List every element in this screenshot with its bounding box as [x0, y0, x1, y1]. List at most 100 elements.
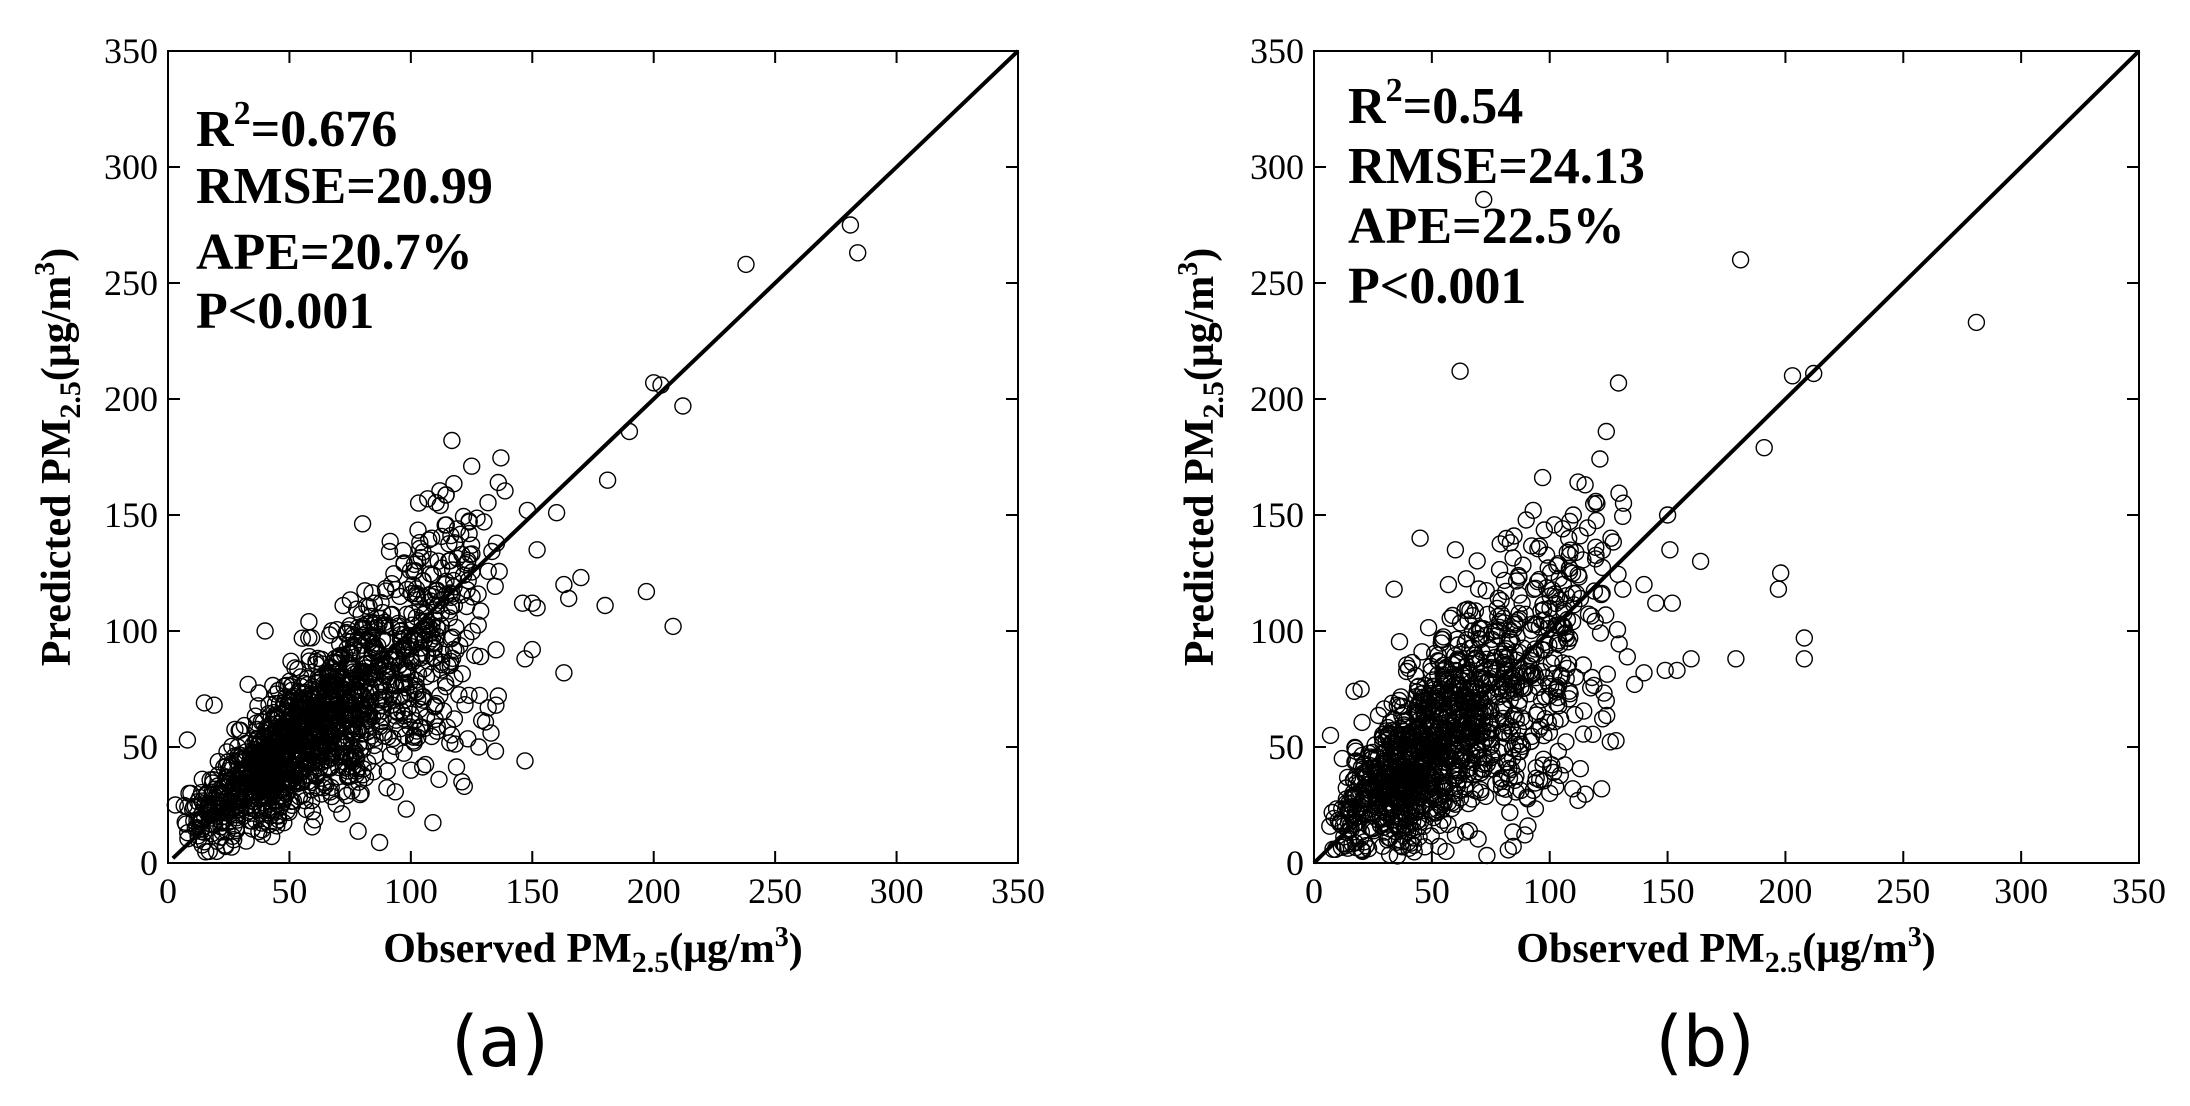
data-point	[1537, 546, 1556, 564]
data-point	[293, 705, 311, 723]
data-point	[1582, 607, 1601, 625]
data-point	[383, 619, 401, 637]
data-point	[1503, 739, 1522, 758]
data-point	[1506, 615, 1524, 634]
data-point	[547, 504, 566, 522]
data-point	[1489, 607, 1507, 626]
data-point	[427, 494, 445, 512]
y-tick-label: 200	[104, 379, 158, 419]
data-point	[1400, 788, 1419, 807]
data-point	[1447, 654, 1466, 672]
data-point	[1574, 725, 1593, 743]
data-point	[1461, 639, 1479, 657]
data-point	[344, 663, 362, 681]
data-point	[1472, 783, 1490, 802]
data-point	[1536, 710, 1554, 728]
data-point	[1564, 506, 1583, 524]
data-point	[1469, 580, 1488, 598]
data-point	[293, 629, 311, 647]
data-point	[1647, 594, 1665, 612]
data-point	[1500, 759, 1518, 778]
data-point	[1530, 618, 1549, 636]
data-point	[1492, 772, 1510, 790]
data-point	[513, 594, 532, 612]
data-point	[1510, 586, 1528, 604]
data-point	[1560, 563, 1579, 581]
data-point	[1549, 676, 1568, 695]
plot-frame	[167, 50, 1019, 864]
data-point	[201, 801, 219, 819]
y-tick-label: 150	[1250, 495, 1304, 535]
data-point	[1409, 811, 1428, 830]
data-point	[1340, 794, 1358, 812]
data-point	[437, 586, 455, 604]
data-point	[1443, 794, 1461, 812]
data-point	[1489, 743, 1508, 761]
data-point	[1472, 670, 1491, 688]
data-point	[1597, 422, 1616, 441]
plot-frame	[1313, 50, 2140, 864]
data-point	[347, 765, 365, 784]
panel-label-a: (a)	[451, 1001, 549, 1083]
data-point	[1591, 450, 1609, 468]
data-point	[395, 674, 414, 692]
data-point	[200, 842, 219, 861]
data-point	[1533, 468, 1552, 487]
data-point	[416, 755, 435, 774]
y-tick-label: 300	[1250, 147, 1304, 187]
data-point	[463, 622, 481, 641]
data-point	[203, 816, 221, 834]
data-point	[253, 825, 272, 843]
data-point	[1354, 791, 1372, 809]
data-point	[325, 709, 344, 727]
data-point	[1614, 494, 1633, 512]
data-point	[664, 617, 682, 636]
data-point	[1463, 790, 1481, 808]
data-point	[1501, 803, 1519, 822]
data-point	[1501, 676, 1520, 694]
data-point	[426, 710, 444, 728]
data-point	[1534, 601, 1553, 619]
data-point	[489, 473, 507, 492]
data-point	[1588, 494, 1606, 513]
data-point	[1755, 439, 1773, 457]
data-point	[289, 740, 307, 759]
data-point	[234, 749, 253, 767]
data-point	[353, 515, 372, 533]
data-point	[250, 822, 268, 841]
data-point	[319, 746, 337, 765]
data-point	[1411, 785, 1429, 803]
data-point	[1436, 749, 1454, 767]
data-point	[423, 587, 441, 606]
data-point	[256, 622, 274, 640]
y-tick-label: 350	[104, 31, 158, 71]
data-point	[1351, 768, 1369, 786]
data-point	[1517, 511, 1535, 529]
y-tick-label: 0	[140, 843, 158, 883]
data-point	[366, 729, 384, 747]
data-point	[205, 696, 223, 714]
data-point	[475, 513, 493, 531]
x-tick-label: 100	[384, 871, 438, 911]
data-point	[362, 614, 380, 632]
data-point	[346, 741, 364, 759]
data-point	[460, 686, 478, 705]
data-point	[1474, 755, 1493, 774]
data-point	[178, 731, 197, 749]
data-point	[1488, 599, 1506, 618]
data-point	[431, 496, 449, 515]
data-point	[329, 715, 347, 733]
data-point	[356, 655, 374, 673]
data-point	[213, 778, 232, 796]
data-point	[348, 642, 367, 660]
data-point	[1409, 818, 1427, 836]
data-point	[1341, 816, 1360, 834]
data-point	[226, 720, 244, 739]
data-point	[1576, 476, 1594, 494]
data-point	[184, 798, 203, 816]
data-point	[1466, 602, 1485, 620]
data-point	[232, 770, 250, 788]
data-point	[1597, 706, 1616, 725]
data-point	[1434, 705, 1452, 723]
data-point	[1456, 823, 1475, 841]
